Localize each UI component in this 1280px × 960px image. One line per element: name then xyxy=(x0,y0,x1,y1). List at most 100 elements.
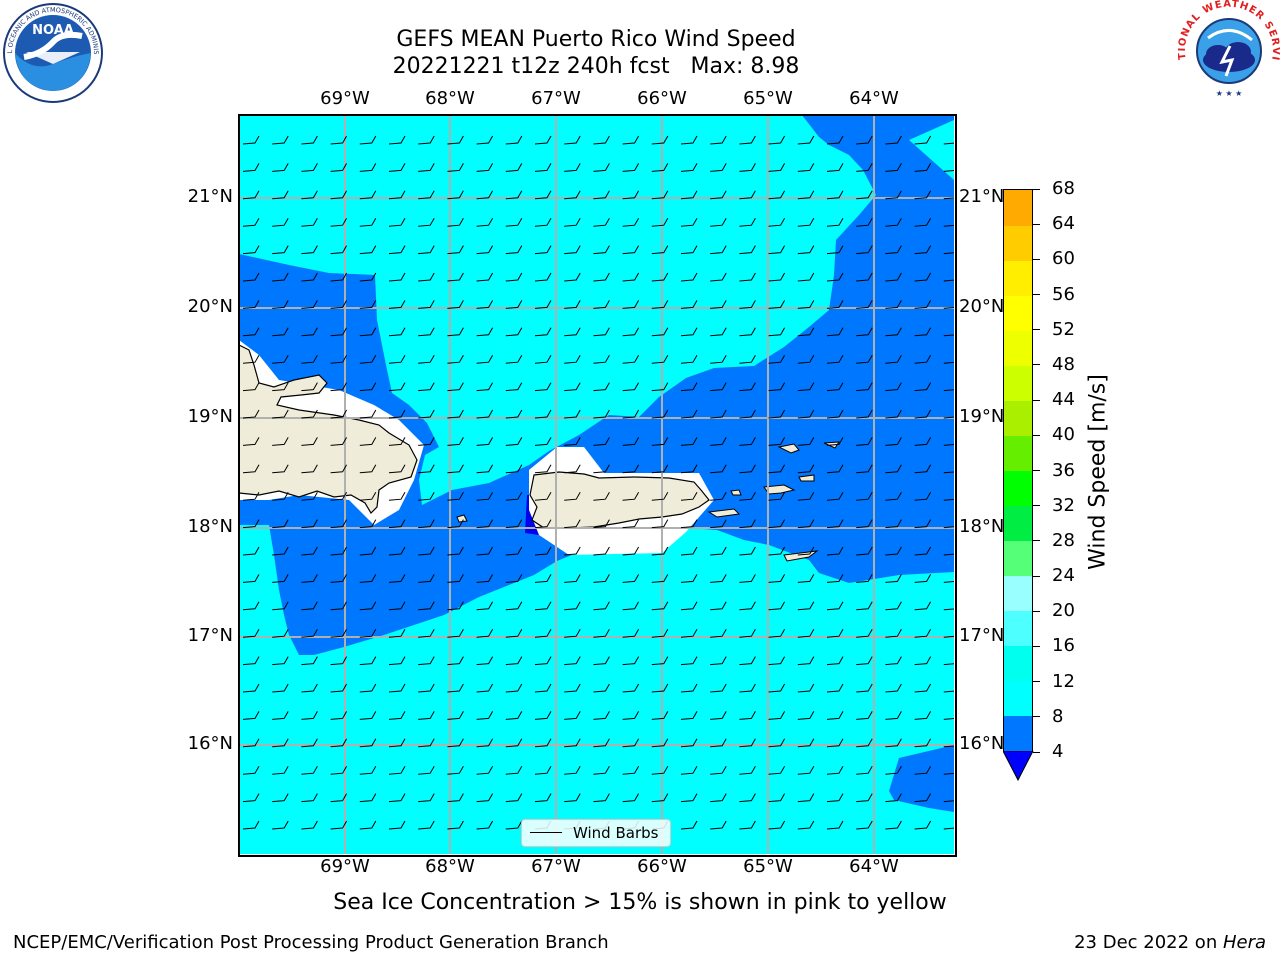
wind-barb xyxy=(914,656,932,666)
wind-barb xyxy=(739,190,756,200)
wind-barb xyxy=(680,327,698,337)
wind-barb xyxy=(826,300,844,309)
colorbar-tick-mark xyxy=(1033,540,1040,542)
wind-barb xyxy=(768,820,786,830)
wind-barb xyxy=(739,382,756,392)
wind-barb xyxy=(534,354,552,364)
wind-barb xyxy=(330,135,348,145)
wind-barb xyxy=(651,656,669,666)
wind-barb xyxy=(242,765,260,775)
colorbar-tick-mark xyxy=(1033,681,1040,683)
wind-barb xyxy=(301,245,318,255)
wind-barb xyxy=(622,272,640,282)
wind-barb xyxy=(710,765,727,775)
wind-barb xyxy=(418,491,435,501)
wind-barb xyxy=(651,245,669,255)
wind-barb xyxy=(710,409,727,419)
wind-barb xyxy=(943,170,954,172)
wind-barb xyxy=(797,272,815,282)
wind-barb xyxy=(534,738,552,748)
wind-barb xyxy=(680,409,698,419)
wind-barb xyxy=(330,245,348,255)
wind-barb xyxy=(301,546,318,556)
wind-barb xyxy=(272,382,289,392)
wind-barb xyxy=(564,409,581,419)
wind-barb xyxy=(797,464,815,474)
wind-barb xyxy=(710,574,727,583)
wind-barb xyxy=(330,793,348,803)
wind-barb xyxy=(447,546,464,556)
wind-barb xyxy=(330,656,348,666)
wind-barb xyxy=(534,491,552,501)
wind-barb xyxy=(914,354,932,364)
wind-barb xyxy=(564,135,581,145)
wind-barb xyxy=(272,464,289,474)
wind-barb xyxy=(943,444,954,446)
wind-barb xyxy=(564,793,581,803)
wind-barb xyxy=(272,409,289,419)
colorbar-segment xyxy=(1004,260,1032,296)
wind-barb xyxy=(651,683,669,693)
wind-barb xyxy=(651,382,669,392)
wind-barb xyxy=(826,163,844,172)
wind-barb xyxy=(476,601,494,611)
wind-barb xyxy=(388,683,406,693)
wind-barb xyxy=(593,327,610,337)
wind-barb xyxy=(388,738,406,748)
colorbar-tick-mark xyxy=(1033,575,1040,577)
wind-barb xyxy=(330,464,348,474)
wind-barb xyxy=(505,519,523,529)
wind-barb xyxy=(943,553,954,556)
wind-barb xyxy=(534,656,552,666)
wind-barb xyxy=(651,409,669,419)
wind-barb xyxy=(242,190,260,200)
wind-barb xyxy=(739,245,756,255)
lon-label-top: 69°W xyxy=(320,88,370,109)
wind-barb xyxy=(622,409,640,419)
wind-barb xyxy=(943,471,954,474)
wind-barb xyxy=(242,135,260,145)
wind-barb xyxy=(359,217,377,227)
wind-barb xyxy=(739,656,756,666)
wind-barb xyxy=(272,135,289,145)
wind-barbs xyxy=(242,135,954,830)
colorbar-segment xyxy=(1004,470,1032,507)
wind-barb xyxy=(856,546,873,556)
wind-barb xyxy=(622,217,640,227)
wind-barb xyxy=(330,765,348,775)
wind-barb xyxy=(914,464,932,474)
wind-barb xyxy=(622,190,640,200)
wind-barb xyxy=(418,190,435,200)
wind-barb xyxy=(330,437,348,446)
noaa-logo-text: NOAA xyxy=(32,23,74,38)
wind-barb xyxy=(885,437,902,446)
wind-barb xyxy=(885,765,902,775)
wind-barb xyxy=(622,519,640,529)
wind-barb xyxy=(622,656,640,666)
wind-barb xyxy=(330,601,348,611)
wind-barb xyxy=(797,217,815,227)
wind-barb xyxy=(301,601,318,611)
colorbar-tick-label: 40 xyxy=(1052,424,1075,446)
wind-barb xyxy=(505,272,523,282)
wind-barb xyxy=(564,437,581,446)
wind-barb xyxy=(476,437,494,446)
wind-barb xyxy=(710,437,727,446)
graticule xyxy=(239,115,954,854)
wind-barb xyxy=(680,683,698,693)
wind-barb xyxy=(418,245,435,255)
wind-barb xyxy=(388,711,406,720)
colorbar-segment xyxy=(1004,645,1032,682)
wind-barb xyxy=(885,574,902,583)
lon-label-top: 65°W xyxy=(743,88,793,109)
wind-barb xyxy=(914,190,932,200)
wind-barb xyxy=(272,738,289,748)
wind-barb xyxy=(593,683,610,693)
wind-barb xyxy=(534,272,552,282)
wind-barb xyxy=(242,245,260,255)
wind-barb xyxy=(505,327,523,337)
wind-barb xyxy=(301,382,318,392)
wind-barb xyxy=(826,519,844,529)
map-panel xyxy=(239,115,954,854)
wind-barb xyxy=(797,765,815,775)
